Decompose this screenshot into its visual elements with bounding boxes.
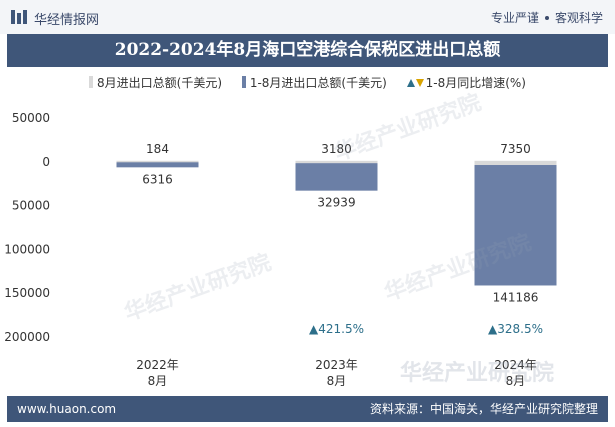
legend-series1: 8月进出口总额(千美元): [89, 74, 222, 91]
bar-chart: 50000 0 50000 100000 150000 200000 184 6316 2022…: [4, 111, 557, 388]
y-tick-label: 50000: [12, 111, 50, 125]
legend-series2: 1-8月进出口总额(千美元): [241, 74, 387, 91]
legend-label-series3: 1-8月同比增速(%): [425, 76, 526, 90]
header-tags: 专业严谨 客观科学: [491, 9, 603, 26]
x-tick-label: 2023年: [315, 358, 358, 372]
bar-series2: [295, 163, 378, 191]
x-tick-label: 8月: [148, 374, 168, 388]
bar-series1: [295, 160, 378, 165]
footer-source: 资料来源：中国海关，华经产业研究院整理: [369, 402, 598, 416]
x-tick-label: 8月: [327, 374, 347, 388]
data-label-growth: ▲421.5%: [309, 322, 364, 336]
x-tick-label: 2022年: [136, 358, 179, 372]
x-tick-label: 2024年: [494, 358, 537, 372]
legend-swatch-series1: [89, 76, 93, 88]
legend-label-series2: 1-8月进出口总额(千美元): [249, 76, 387, 90]
data-label-series1: 7350: [500, 142, 531, 156]
bar-series2: [116, 162, 199, 168]
tag-objective: 客观科学: [554, 11, 603, 25]
top-bar: 华经情报网 专业严谨 客观科学: [0, 0, 615, 34]
legend-series3: 1-8月同比增速(%): [406, 74, 526, 91]
data-label-series2: 32939: [317, 196, 355, 210]
huajing-logo-icon: [11, 10, 27, 24]
y-tick-label: 100000: [4, 242, 50, 256]
data-label-series1: 184: [146, 142, 169, 156]
bar-series2: [474, 165, 557, 286]
data-label-series1: 3180: [321, 142, 352, 156]
x-tick-label: 8月: [506, 374, 526, 388]
chart-title: 2022-2024年8月海口空港综合保税区进出口总额: [7, 34, 608, 67]
data-label-series2: 6316: [142, 172, 173, 186]
y-tick-label: 200000: [4, 330, 50, 344]
triangle-up-icon: [406, 79, 415, 87]
legend-swatch-series2: [241, 76, 246, 88]
y-tick-label: 150000: [4, 286, 50, 300]
data-label-growth: ▲328.5%: [488, 322, 543, 336]
tag-professional: 专业严谨: [490, 11, 539, 25]
triangle-down-icon: [415, 79, 424, 87]
legend-label-series1: 8月进出口总额(千美元): [97, 76, 222, 90]
y-tick-label: 0: [42, 155, 50, 169]
footer-url: www.huaon.com: [17, 402, 117, 416]
dot-separator: [544, 15, 549, 20]
footer: www.huaon.com 资料来源：中国海关，华经产业研究院整理: [7, 396, 608, 422]
y-tick-label: 50000: [12, 199, 50, 213]
chart-legend: 8月进出口总额(千美元) 1-8月进出口总额(千美元) 1-8月同比增速(%): [0, 74, 615, 94]
bar-series1: [474, 160, 557, 169]
data-label-series2: 141186: [493, 290, 539, 304]
bar-series1: [116, 160, 199, 163]
brand-name: 华经情报网: [34, 13, 100, 28]
